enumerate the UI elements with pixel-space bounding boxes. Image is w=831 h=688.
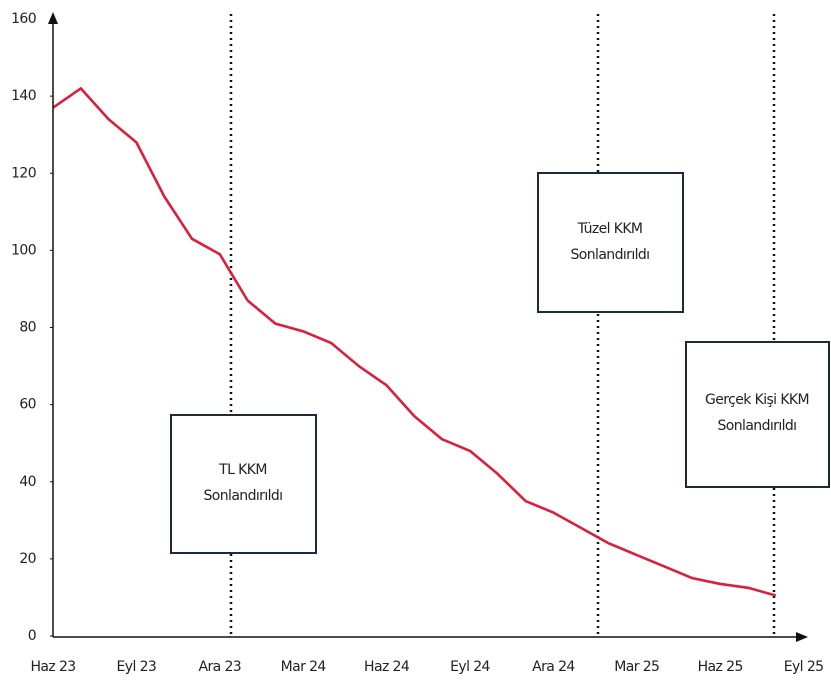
x-tick-label: Mar 25 — [614, 659, 659, 675]
y-tick-label: 0 — [28, 628, 36, 644]
x-axis-arrow — [796, 632, 808, 642]
y-tick-label: 20 — [19, 551, 36, 567]
data-line — [52, 87, 777, 597]
y-tick-label: 40 — [19, 474, 36, 490]
x-tick-label: Ara 23 — [199, 659, 242, 675]
annotation-text: TL KKM — [218, 462, 267, 478]
y-tick-label: 60 — [19, 397, 36, 413]
annotation-text: Sonlandırıldı — [718, 418, 797, 434]
annotation-text: Tüzel KKM — [577, 221, 643, 237]
annotation-box — [685, 341, 830, 488]
y-tick-label: 100 — [11, 242, 36, 258]
annotation-box — [170, 414, 317, 554]
x-tick-label: Mar 24 — [281, 659, 327, 675]
x-tick-label: Eyl 23 — [117, 659, 157, 675]
plot-area — [52, 87, 777, 597]
x-tick-label: Haz 23 — [30, 659, 75, 675]
y-tick-label: 120 — [11, 165, 36, 181]
annotation-text: Gerçek Kişi KKM — [705, 392, 809, 408]
annotation-text: Sonlandırıldı — [204, 488, 283, 504]
annotation-text: Sonlandırıldı — [571, 247, 650, 263]
y-tick-label: 140 — [11, 88, 36, 104]
y-axis-arrow — [48, 12, 58, 24]
x-tick-label: Eyl 25 — [784, 659, 824, 675]
annotation-box — [537, 172, 684, 313]
x-tick-label: Haz 25 — [698, 659, 743, 675]
x-tick-label: Ara 24 — [532, 659, 575, 675]
x-tick-label: Eyl 24 — [450, 659, 490, 675]
x-tick-label: Haz 24 — [364, 659, 410, 675]
y-tick-label: 80 — [19, 320, 36, 336]
y-tick-label: 160 — [11, 11, 36, 27]
